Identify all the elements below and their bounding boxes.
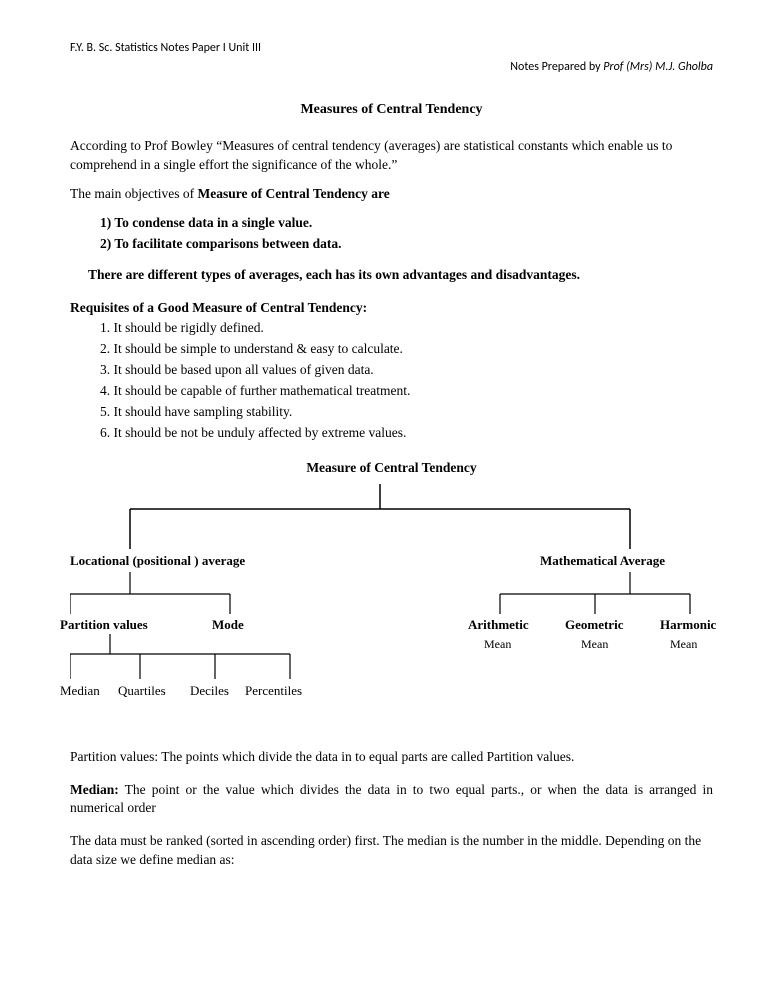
node-mode: Mode xyxy=(212,616,244,634)
node-mathematical: Mathematical Average xyxy=(540,552,665,570)
tree-root-title: Measure of Central Tendency xyxy=(70,459,713,478)
node-arithmetic: Arithmetic xyxy=(468,616,529,634)
hierarchy-tree: Locational (positional ) average Mathema… xyxy=(70,484,713,734)
header-course: F.Y. B. Sc. Statistics Notes Paper I Uni… xyxy=(70,40,713,57)
objective-1: 1) To condense data in a single value. xyxy=(100,214,713,233)
requisites-list: 1. It should be rigidly defined. 2. It s… xyxy=(100,319,713,442)
types-note: There are different types of averages, e… xyxy=(88,266,713,285)
objectives-list: 1) To condense data in a single value. 2… xyxy=(100,214,713,254)
node-locational: Locational (positional ) average xyxy=(70,552,245,570)
header-prepared-by: Notes Prepared by xyxy=(510,60,603,74)
requisite-5: 5. It should have sampling stability. xyxy=(100,403,713,422)
objectives-intro: The main objectives of Measure of Centra… xyxy=(70,185,713,204)
tree-lines xyxy=(70,484,713,734)
node-geom-mean: Mean xyxy=(581,636,608,653)
requisite-3: 3. It should be based upon all values of… xyxy=(100,361,713,380)
node-median: Median xyxy=(60,682,100,700)
header-author: Notes Prepared by Prof (Mrs) M.J. Gholba xyxy=(70,59,713,76)
requisites-title: Requisites of a Good Measure of Central … xyxy=(70,299,713,318)
requisite-4: 4. It should be capable of further mathe… xyxy=(100,382,713,401)
requisite-6: 6. It should be not be unduly affected b… xyxy=(100,424,713,443)
node-harmonic: Harmonic xyxy=(660,616,716,634)
page-title: Measures of Central Tendency xyxy=(70,100,713,120)
header-prof-name: Prof (Mrs) M.J. Gholba xyxy=(603,60,713,74)
node-deciles: Deciles xyxy=(190,682,229,700)
intro-paragraph: According to Prof Bowley “Measures of ce… xyxy=(70,137,713,175)
node-partition: Partition values xyxy=(60,616,148,634)
node-quartiles: Quartiles xyxy=(118,682,166,700)
requisite-1: 1. It should be rigidly defined. xyxy=(100,319,713,338)
requisite-2: 2. It should be simple to understand & e… xyxy=(100,340,713,359)
node-harm-mean: Mean xyxy=(670,636,697,653)
median-text: The point or the value which divides the… xyxy=(70,782,713,816)
partition-definition: Partition values: The points which divid… xyxy=(70,748,713,767)
median-note: The data must be ranked (sorted in ascen… xyxy=(70,832,713,870)
obj-intro-prefix: The main objectives of xyxy=(70,186,197,201)
node-arith-mean: Mean xyxy=(484,636,511,653)
node-percentiles: Percentiles xyxy=(245,682,302,700)
node-geometric: Geometric xyxy=(565,616,623,634)
median-label: Median: xyxy=(70,782,119,797)
objective-2: 2) To facilitate comparisons between dat… xyxy=(100,235,713,254)
obj-intro-bold: Measure of Central Tendency are xyxy=(197,186,389,201)
median-definition: Median: The point or the value which div… xyxy=(70,781,713,819)
